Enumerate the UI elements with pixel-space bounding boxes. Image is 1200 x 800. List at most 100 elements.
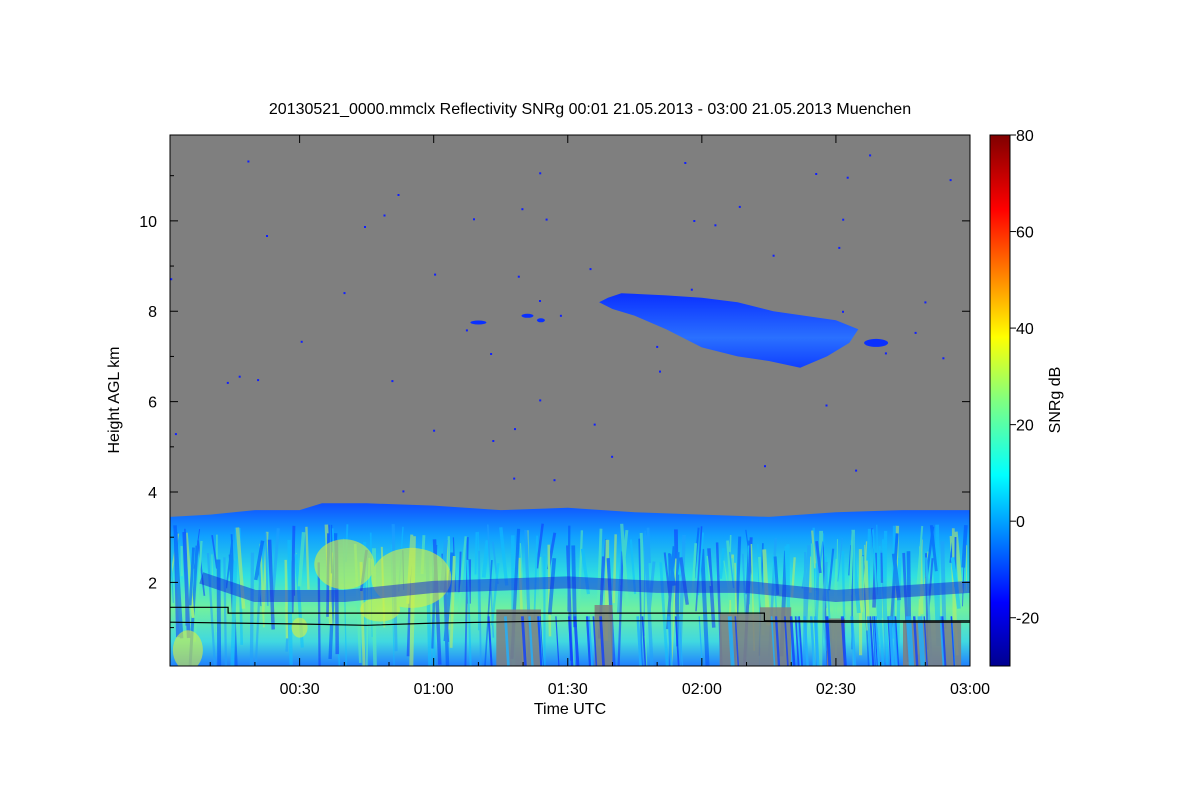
echo-streak xyxy=(850,539,861,614)
fall-streak xyxy=(528,616,534,666)
y-axis-label: Height AGL km xyxy=(106,346,123,453)
noise-dot xyxy=(434,273,437,276)
fall-streak xyxy=(770,616,776,666)
echo-streak xyxy=(267,539,275,630)
fall-streak xyxy=(923,616,928,666)
noise-dot xyxy=(838,246,841,249)
fall-streak xyxy=(813,616,820,666)
fall-streak xyxy=(905,616,911,666)
fall-streak xyxy=(950,616,955,666)
x-tick-label: 01:00 xyxy=(414,681,454,698)
echo-streak xyxy=(234,527,238,562)
x-tick-label: 02:00 xyxy=(682,681,722,698)
echo-streak xyxy=(676,552,680,647)
low-snr-band xyxy=(199,572,970,602)
echo-streak xyxy=(811,530,817,569)
fall-streak xyxy=(585,616,592,666)
fall-streak xyxy=(678,616,683,666)
noise-dot xyxy=(364,226,366,228)
fall-streak xyxy=(698,616,703,666)
echo-streak xyxy=(878,545,883,619)
colorbar-label: SNRg dB xyxy=(1047,367,1064,434)
echo-streak xyxy=(801,554,809,589)
fall-streak xyxy=(892,616,898,666)
high-reflectivity-patch xyxy=(314,539,375,590)
no-signal-gap xyxy=(496,609,541,666)
x-axis-label: Time UTC xyxy=(534,701,606,718)
echo-streak xyxy=(197,540,206,596)
echo-streak xyxy=(663,552,672,602)
noise-dot xyxy=(174,433,177,436)
echo-streak xyxy=(464,537,469,666)
noise-dot xyxy=(846,176,849,179)
noise-dot xyxy=(764,465,766,468)
low-snr-band-line xyxy=(199,572,970,602)
echo-streak xyxy=(612,534,617,604)
echo-streak xyxy=(620,523,629,607)
noise-dot xyxy=(539,300,541,302)
colorbar-tick-label: 40 xyxy=(1016,321,1034,338)
fall-streak xyxy=(504,616,510,666)
echo-streak xyxy=(671,558,677,666)
colorbar: -20 0 20 40 60 80 SNRg dB xyxy=(989,128,1064,667)
noise-dot xyxy=(513,477,516,480)
chart-title: 20130521_0000.mmclx Reflectivity SNRg 00… xyxy=(269,101,911,118)
fall-streak xyxy=(789,616,796,666)
echo-streak xyxy=(828,548,835,591)
noise-dot xyxy=(397,194,400,196)
colorbar-gradient xyxy=(989,134,1011,667)
echo-streak xyxy=(182,531,191,639)
cloud-fragment xyxy=(536,318,545,323)
fall-streak xyxy=(872,616,877,666)
noise-dot xyxy=(693,220,696,222)
noise-dot xyxy=(659,370,661,373)
no-signal-gap xyxy=(719,614,760,666)
echo-streak xyxy=(929,525,938,572)
fall-streak xyxy=(850,616,857,666)
echo-streak xyxy=(535,523,544,569)
noise-dot xyxy=(343,292,346,295)
upper-cloud xyxy=(599,293,859,368)
noise-dot xyxy=(238,375,241,378)
colorbar-tick-label: 60 xyxy=(1016,225,1034,242)
echo-streak xyxy=(216,559,222,666)
noise-dot xyxy=(257,379,260,382)
colorbar-tick-label: -20 xyxy=(1016,611,1039,628)
y-tick-label: 10 xyxy=(139,214,157,231)
noise-dot xyxy=(855,469,858,472)
y-tick-label: 6 xyxy=(148,395,157,412)
noise-dot xyxy=(266,235,268,237)
x-tick-label: 00:30 xyxy=(280,681,320,698)
noise-dot xyxy=(433,429,436,432)
noise-dot xyxy=(553,479,556,482)
y-tick-label: 8 xyxy=(148,304,157,321)
x-tick-label: 03:00 xyxy=(950,681,990,698)
fall-streak xyxy=(521,616,527,666)
cloud-fragment xyxy=(470,320,487,325)
noise-dot xyxy=(383,214,386,217)
fall-streak xyxy=(729,616,735,666)
no-signal-gap xyxy=(827,618,845,666)
echo-streak xyxy=(211,534,218,569)
fall-streak xyxy=(573,616,580,666)
noise-dot xyxy=(684,162,687,164)
echo-streak xyxy=(638,538,643,666)
fall-streak xyxy=(940,616,947,666)
fall-streak xyxy=(537,616,543,666)
echo-streak xyxy=(305,526,310,590)
fall-streak xyxy=(907,616,913,666)
noise-dot xyxy=(914,331,917,334)
noise-dot xyxy=(226,381,229,384)
noise-dot xyxy=(772,254,775,257)
echo-streak xyxy=(223,557,228,666)
noise-dot xyxy=(884,352,887,355)
fall-streak xyxy=(909,616,915,666)
echo-streak xyxy=(474,532,478,575)
noise-dot xyxy=(690,288,693,291)
echo-streak xyxy=(677,534,686,666)
fall-streak xyxy=(825,616,832,666)
x-tick-label: 02:30 xyxy=(816,681,856,698)
echo-streak xyxy=(478,550,482,666)
echo-streak xyxy=(646,527,651,564)
echo-streak xyxy=(317,562,321,666)
